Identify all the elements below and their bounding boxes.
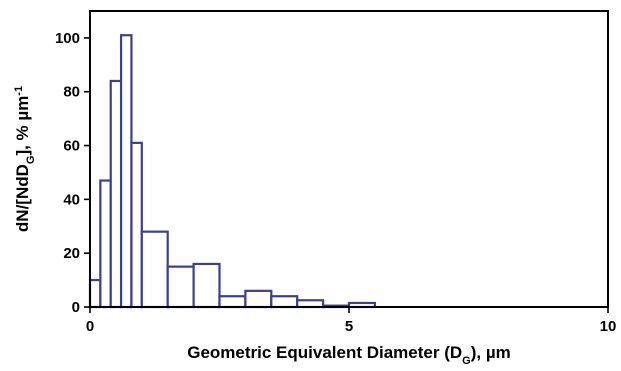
x-tick-label: 10 bbox=[600, 318, 617, 335]
histogram-bar bbox=[166, 265, 195, 309]
histogram-bar bbox=[88, 278, 102, 309]
y-tick-label: 60 bbox=[63, 138, 80, 155]
tick-labels: 0 20 40 60 80 100 0 5 10 bbox=[55, 30, 616, 335]
y-tick-label: 20 bbox=[63, 245, 80, 262]
y-tick-label: 100 bbox=[55, 30, 80, 47]
x-tick-label: 0 bbox=[86, 318, 94, 335]
histogram-bar bbox=[244, 289, 273, 309]
histogram-bar bbox=[109, 79, 123, 309]
histogram-bar bbox=[270, 295, 299, 309]
bars bbox=[88, 34, 376, 309]
y-tick-label: 40 bbox=[63, 191, 80, 208]
histogram-bar bbox=[192, 262, 221, 309]
histogram-bar bbox=[130, 141, 143, 309]
histogram-bar bbox=[140, 230, 169, 309]
x-tick-label: 5 bbox=[345, 318, 353, 335]
x-axis-title: Geometric Equivalent Diameter (DG), µm bbox=[187, 343, 511, 367]
histogram-bar bbox=[218, 295, 247, 309]
y-axis-title: dN/[NdDG], % µm-1 bbox=[13, 86, 37, 232]
histogram-bar bbox=[99, 179, 112, 309]
histogram-bar bbox=[296, 299, 325, 309]
histogram-bar bbox=[119, 34, 133, 309]
y-tick-label: 0 bbox=[72, 299, 80, 316]
axis-ticks bbox=[84, 37, 609, 313]
y-tick-label: 80 bbox=[63, 84, 80, 101]
